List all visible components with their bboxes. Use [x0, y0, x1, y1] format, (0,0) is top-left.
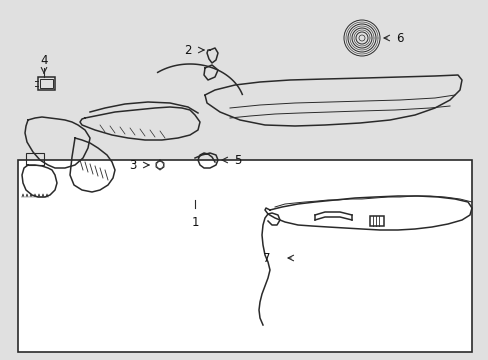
- Text: 5: 5: [234, 153, 241, 166]
- Text: 6: 6: [395, 32, 403, 45]
- Bar: [369, 216, 383, 226]
- Text: 3: 3: [129, 158, 137, 171]
- Bar: [26, 153, 44, 165]
- Text: 4: 4: [40, 54, 48, 67]
- Bar: [38, 77, 55, 90]
- Bar: [40, 79, 53, 88]
- Text: 1: 1: [191, 216, 198, 229]
- Text: 2: 2: [184, 44, 192, 57]
- Bar: [18, 160, 471, 352]
- Text: 7: 7: [262, 252, 269, 265]
